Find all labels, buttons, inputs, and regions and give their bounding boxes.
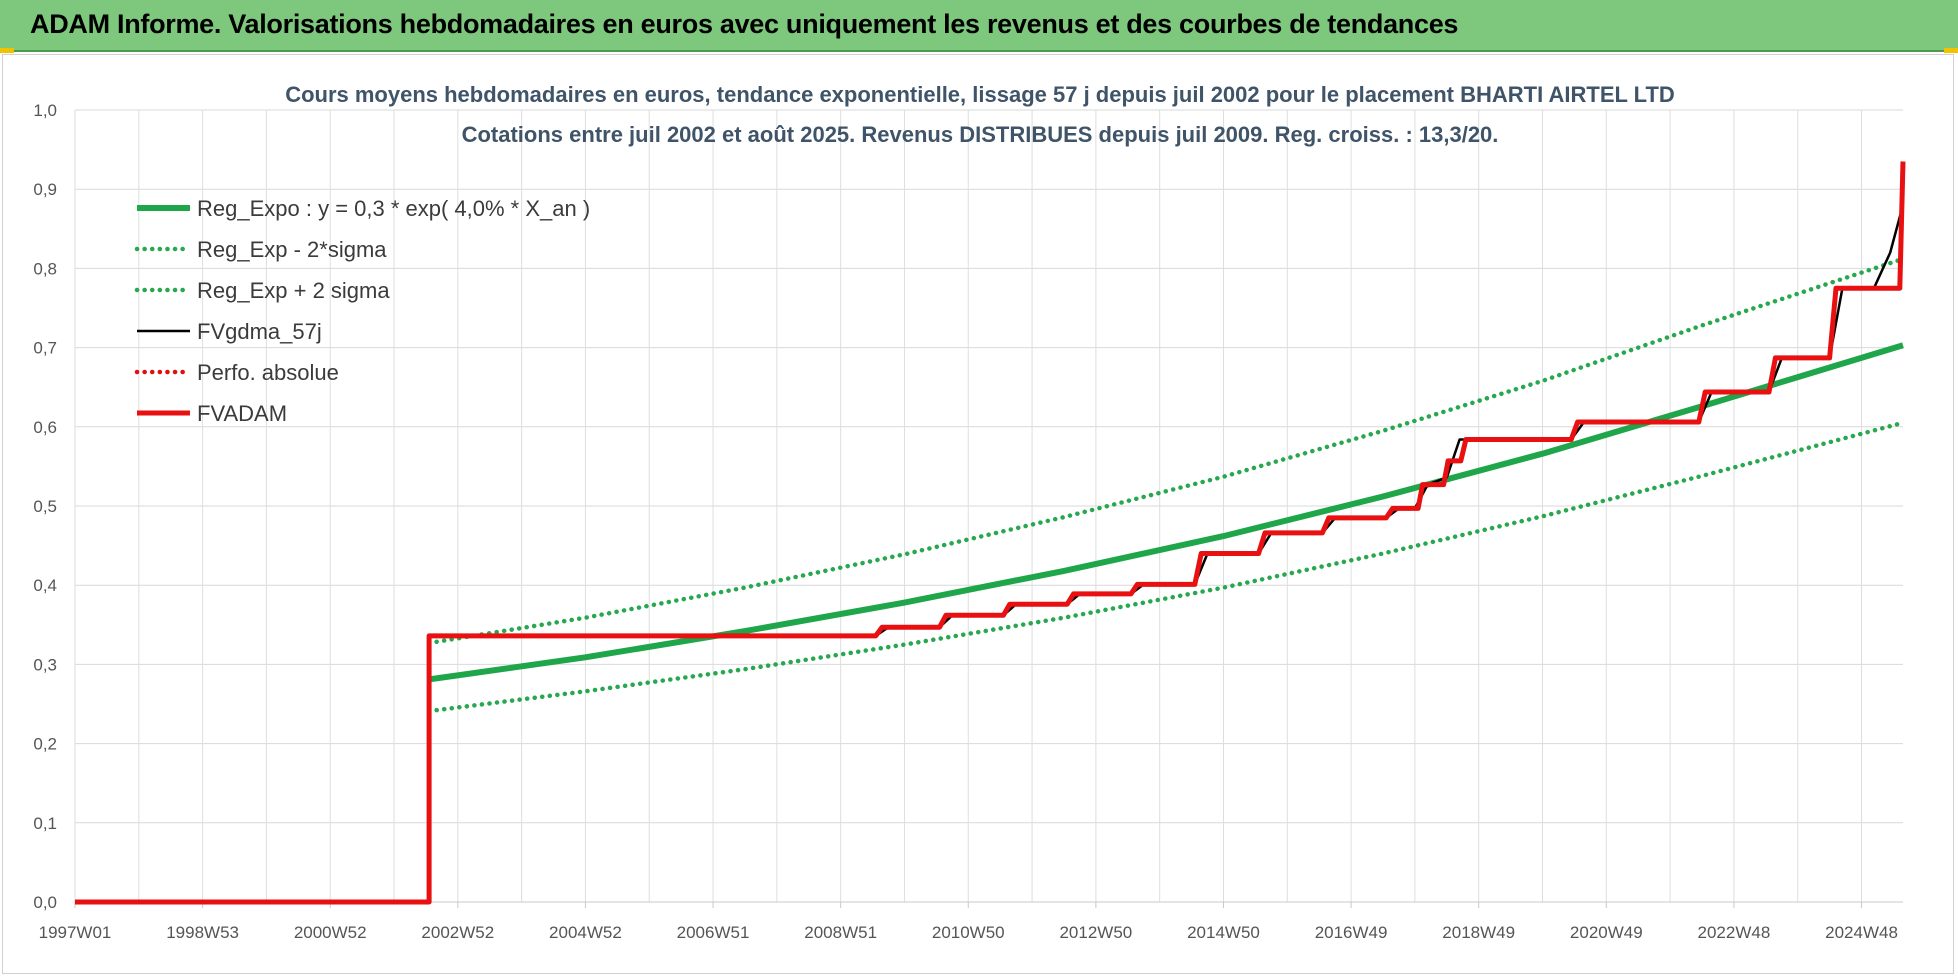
y-tick-label: 0,3 [33,655,57,674]
x-tick-label: 1998W53 [166,923,239,942]
x-tick-label: 2012W50 [1059,923,1132,942]
legend-label: Reg_Expo : y = 0,3 * exp( 4,0% * X_an ) [197,196,590,221]
series-line-2 [426,256,1906,646]
series-group [75,161,1906,905]
x-tick-label: 2014W50 [1187,923,1260,942]
legend-label: Reg_Exp + 2 sigma [197,278,390,303]
series-line-5 [75,161,1906,905]
x-tick-label: 2006W51 [677,923,750,942]
x-axis-ticks: 1997W01 1998W53 2000W52 2002W52 2004W52 2006W… [39,902,1898,942]
x-tick-label: 2022W48 [1698,923,1771,942]
corner-marker-left [0,48,14,53]
x-tick-label: 2000W52 [294,923,367,942]
x-tick-label: 2024W48 [1825,923,1898,942]
x-tick-label: 2004W52 [549,923,622,942]
y-tick-label: 0,2 [33,735,57,754]
x-tick-label: 2020W49 [1570,923,1643,942]
chart-title: Cours moyens hebdomadaires en euros, ten… [285,82,1675,147]
chart-title-line-2: Cotations entre juil 2002 et août 2025. … [462,122,1499,147]
grid-lines [74,109,1903,903]
x-tick-label: 2016W49 [1315,923,1388,942]
y-tick-label: 0,9 [33,180,57,199]
legend-label: FVgdma_57j [197,319,322,344]
series-line-1 [426,420,1906,714]
y-tick-label: 0,0 [33,893,57,912]
legend-label: FVADAM [197,401,287,426]
header-banner: ADAM Informe. Valorisations hebdomadaire… [0,0,1958,52]
y-tick-label: 0,7 [33,339,57,358]
x-tick-label: 2010W50 [932,923,1005,942]
series-line-0 [428,342,1904,683]
y-tick-label: 0,8 [33,259,57,278]
page-title: ADAM Informe. Valorisations hebdomadaire… [30,9,1459,39]
x-tick-label: 1997W01 [39,923,112,942]
y-tick-label: 0,1 [33,814,57,833]
y-tick-label: 0,5 [33,497,57,516]
corner-marker-right [1944,48,1958,53]
chart-border [2,54,1954,974]
x-tick-label: 2002W52 [421,923,494,942]
y-axis-ticks: 0,0 0,1 0,2 0,3 0,4 0,5 0,6 0,7 0,8 0,9 1,0 [33,101,57,912]
legend: Reg_Expo : y = 0,3 * exp( 4,0% * X_an ) R… [134,196,590,426]
x-tick-label: 2008W51 [804,923,877,942]
chart-title-line-1: Cours moyens hebdomadaires en euros, ten… [285,82,1675,107]
y-tick-label: 0,6 [33,418,57,437]
legend-label: Reg_Exp - 2*sigma [197,237,387,262]
y-tick-label: 1,0 [33,101,57,120]
y-tick-label: 0,4 [33,576,57,595]
legend-label: Perfo. absolue [197,360,339,385]
x-tick-label: 2018W49 [1442,923,1515,942]
